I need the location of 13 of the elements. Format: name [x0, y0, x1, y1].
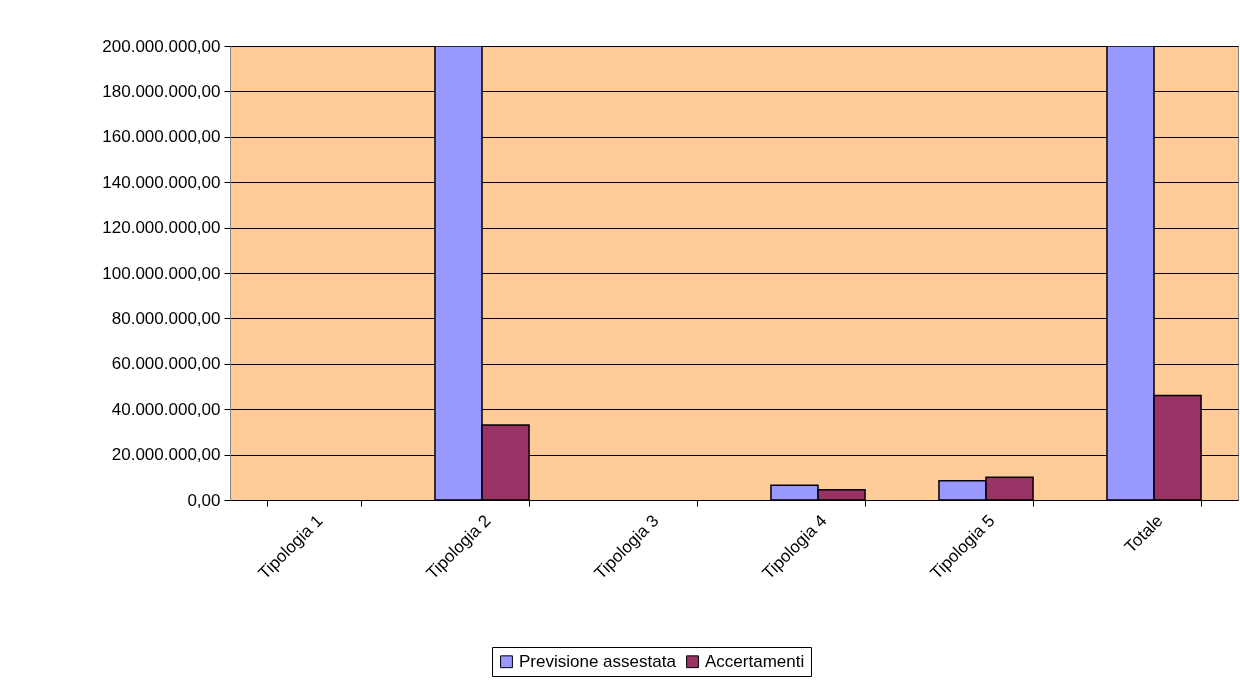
- y-tick-label: 40.000.000,00: [111, 399, 221, 419]
- y-tick-label: 20.000.000,00: [111, 445, 221, 465]
- y-tick-label: 160.000.000,00: [102, 127, 221, 147]
- legend-label: Accertamenti: [705, 651, 805, 671]
- y-tick-label: 140.000.000,00: [102, 172, 221, 192]
- legend-label: Previsione assestata: [519, 651, 677, 671]
- y-tick-label: 120.000.000,00: [102, 218, 221, 238]
- y-tick-label: 0,00: [187, 490, 221, 510]
- y-tick-label: 180.000.000,00: [102, 81, 221, 101]
- y-tick-label: 80.000.000,00: [111, 308, 221, 328]
- y-tick-label: 200.000.000,00: [102, 36, 221, 56]
- y-tick-label: 60.000.000,00: [111, 354, 221, 374]
- y-tick-label: 100.000.000,00: [102, 263, 221, 283]
